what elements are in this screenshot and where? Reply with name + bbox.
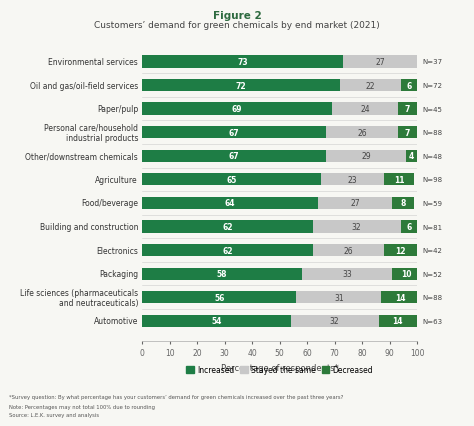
Text: 6: 6 — [406, 222, 411, 231]
Text: 58: 58 — [217, 270, 227, 279]
Text: 62: 62 — [222, 246, 233, 255]
Text: 31: 31 — [334, 293, 344, 302]
Text: 6: 6 — [406, 81, 411, 90]
Text: N=63: N=63 — [423, 318, 443, 324]
Bar — [142, 268, 301, 280]
Bar — [392, 268, 420, 280]
Text: 33: 33 — [342, 270, 352, 279]
Bar — [382, 291, 420, 304]
Text: 65: 65 — [227, 176, 237, 184]
Text: 32: 32 — [330, 317, 339, 325]
Text: N=37: N=37 — [423, 59, 443, 65]
Bar — [142, 221, 313, 233]
Bar — [142, 80, 340, 92]
Bar — [398, 127, 417, 139]
Bar — [327, 150, 406, 163]
Text: 23: 23 — [348, 176, 357, 184]
Bar — [301, 268, 392, 280]
Bar — [142, 127, 327, 139]
Text: 56: 56 — [214, 293, 224, 302]
Text: Source: L.E.K. survey and analysis: Source: L.E.K. survey and analysis — [9, 412, 100, 417]
Text: 26: 26 — [344, 246, 353, 255]
Text: N=88: N=88 — [423, 130, 443, 136]
Text: 27: 27 — [375, 58, 385, 67]
Text: N=52: N=52 — [423, 271, 443, 277]
X-axis label: Percentage of respondents*: Percentage of respondents* — [221, 363, 338, 372]
Text: 67: 67 — [229, 152, 240, 161]
Text: 72: 72 — [236, 81, 246, 90]
Bar — [313, 221, 401, 233]
Bar — [401, 80, 417, 92]
Text: 69: 69 — [232, 105, 242, 114]
Text: Note: Percentages may not total 100% due to rounding: Note: Percentages may not total 100% due… — [9, 404, 155, 409]
Bar — [401, 221, 417, 233]
Text: 4: 4 — [409, 152, 414, 161]
Bar — [142, 174, 321, 186]
Bar — [340, 80, 401, 92]
Text: 14: 14 — [395, 293, 406, 302]
Bar — [142, 315, 291, 327]
Text: 29: 29 — [362, 152, 371, 161]
Text: 64: 64 — [225, 199, 236, 208]
Text: N=48: N=48 — [423, 153, 443, 159]
Bar — [398, 103, 417, 115]
Bar — [296, 291, 382, 304]
Legend: Increased, Stayed the same, Decreased: Increased, Stayed the same, Decreased — [183, 363, 376, 377]
Text: 8: 8 — [401, 199, 406, 208]
Bar — [142, 150, 327, 163]
Text: N=45: N=45 — [423, 106, 443, 112]
Text: Customers’ demand for green chemicals by end market (2021): Customers’ demand for green chemicals by… — [94, 21, 380, 30]
Text: 27: 27 — [350, 199, 360, 208]
Bar — [321, 174, 384, 186]
Bar — [142, 197, 318, 210]
Bar — [392, 197, 414, 210]
Bar — [142, 56, 343, 69]
Text: 7: 7 — [405, 105, 410, 114]
Text: *Survey question: By what percentage has your customers’ demand for green chemic: *Survey question: By what percentage has… — [9, 394, 344, 399]
Text: 7: 7 — [405, 128, 410, 137]
Text: N=72: N=72 — [423, 83, 443, 89]
Text: 54: 54 — [211, 317, 222, 325]
Text: N=98: N=98 — [423, 177, 443, 183]
Text: 14: 14 — [392, 317, 403, 325]
Bar — [343, 56, 417, 69]
Bar — [313, 245, 384, 256]
Bar — [384, 245, 417, 256]
Text: Figure 2: Figure 2 — [213, 11, 261, 20]
Bar — [318, 197, 392, 210]
Text: 11: 11 — [394, 176, 404, 184]
Text: N=88: N=88 — [423, 295, 443, 301]
Text: N=42: N=42 — [423, 248, 443, 253]
Text: 12: 12 — [395, 246, 406, 255]
Text: 62: 62 — [222, 222, 233, 231]
Bar — [332, 103, 398, 115]
Text: 10: 10 — [401, 270, 411, 279]
Text: 32: 32 — [352, 222, 362, 231]
Bar — [327, 127, 398, 139]
Bar — [379, 315, 417, 327]
Bar — [142, 103, 332, 115]
Bar — [384, 174, 414, 186]
Text: 24: 24 — [360, 105, 370, 114]
Text: N=81: N=81 — [423, 224, 443, 230]
Text: N=59: N=59 — [423, 201, 443, 207]
Text: 22: 22 — [365, 81, 375, 90]
Text: 73: 73 — [237, 58, 248, 67]
Bar — [142, 291, 296, 304]
Bar — [291, 315, 379, 327]
Bar — [142, 245, 313, 256]
Text: 67: 67 — [229, 128, 240, 137]
Bar — [406, 150, 417, 163]
Text: 26: 26 — [357, 128, 367, 137]
